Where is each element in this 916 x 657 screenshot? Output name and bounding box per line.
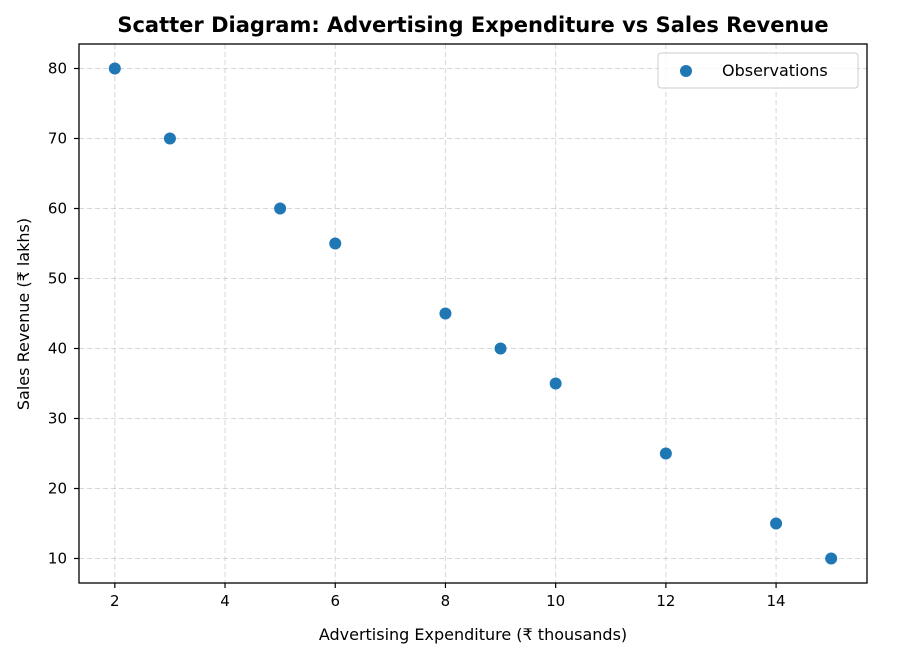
legend: Observations <box>657 52 859 89</box>
x-tick-label: 10 <box>546 592 565 610</box>
data-point <box>274 202 287 215</box>
data-point <box>825 552 838 565</box>
x-tick-label: 14 <box>767 592 786 610</box>
y-tick-label: 80 <box>48 60 67 78</box>
data-point <box>163 132 176 145</box>
data-points <box>108 62 838 565</box>
x-tick-label: 12 <box>656 592 675 610</box>
data-point <box>108 62 121 75</box>
x-tick-label: 4 <box>220 592 230 610</box>
y-tick-label: 40 <box>48 340 67 358</box>
y-axis-label: Sales Revenue (₹ lakhs) <box>14 218 33 410</box>
y-tick-label: 30 <box>48 410 67 428</box>
grid <box>79 44 867 583</box>
data-point <box>329 237 342 250</box>
x-tick-label: 2 <box>110 592 120 610</box>
data-point <box>770 517 783 530</box>
data-point <box>549 377 562 390</box>
y-tick-label: 10 <box>48 550 67 568</box>
y-tick-label: 60 <box>48 200 67 218</box>
legend-label: Observations <box>722 61 828 80</box>
data-point <box>439 307 452 320</box>
y-tick-label: 70 <box>48 130 67 148</box>
data-point <box>659 447 672 460</box>
data-point <box>494 342 507 355</box>
legend-marker <box>680 65 692 77</box>
x-tick-label: 6 <box>330 592 340 610</box>
plot-area <box>78 43 868 584</box>
y-tick-label: 20 <box>48 480 67 498</box>
y-tick-label: 50 <box>48 270 67 288</box>
x-tick-label: 8 <box>441 592 451 610</box>
axis-ticks: 2 4 6 8 10 12 14 10 20 30 40 50 60 70 80 <box>48 60 786 611</box>
legend-box <box>657 52 859 89</box>
x-axis-label: Advertising Expenditure (₹ thousands) <box>319 625 627 644</box>
chart-title: Scatter Diagram: Advertising Expenditure… <box>117 13 828 37</box>
